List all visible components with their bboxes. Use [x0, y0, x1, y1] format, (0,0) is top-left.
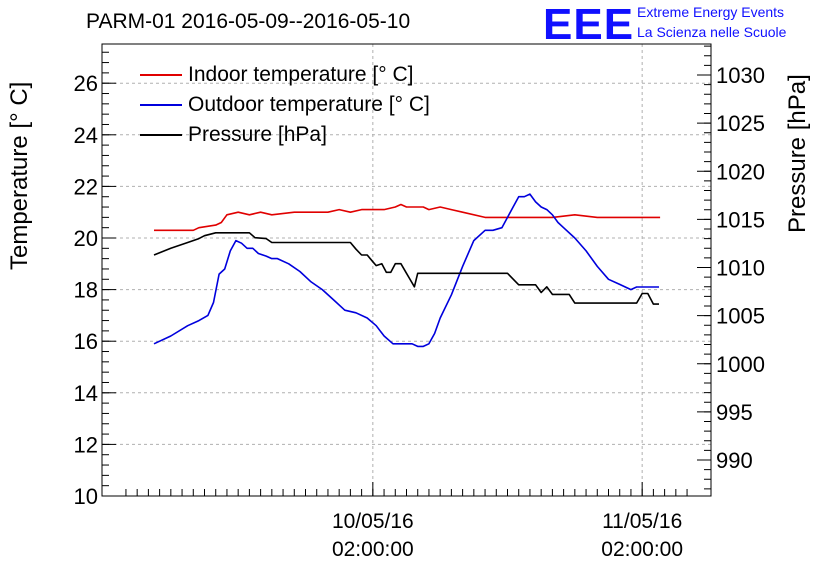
y-axis-left-label: Temperature [° C] [6, 81, 33, 270]
chart-axes: 10 12 14 16 18 20 22 24 26 990 995 1000 1005 1010 1015… [74, 43, 765, 561]
y-right-tick-label: 1015 [716, 207, 765, 232]
legend-entry-outdoor: Outdoor temperature [° C] [140, 90, 430, 120]
chart-title: PARM-01 2016-05-09--2016-05-10 [86, 10, 411, 33]
legend-swatch-pressure [140, 134, 182, 136]
y-left-tick-label: 24 [74, 123, 98, 148]
y-left-tick-label: 14 [74, 381, 98, 406]
legend-label-pressure: Pressure [hPa] [188, 123, 327, 146]
legend-swatch-indoor [140, 74, 182, 76]
legend-entry-pressure: Pressure [hPa] [140, 120, 430, 150]
y-right-tick-label: 1000 [716, 352, 765, 377]
legend: Indoor temperature [° C] Outdoor tempera… [140, 60, 430, 150]
chart-series [153, 193, 661, 348]
y-left-tick-label: 18 [74, 278, 98, 303]
y-left-tick-label: 26 [74, 71, 98, 96]
legend-entry-indoor: Indoor temperature [° C] [140, 60, 430, 90]
legend-label-outdoor: Outdoor temperature [° C] [188, 93, 430, 116]
y-right-tick-label: 1005 [716, 304, 765, 329]
y-right-tick-label: 995 [716, 400, 753, 425]
y-left-tick-label: 12 [74, 432, 98, 457]
y-left-tick-label: 10 [74, 484, 98, 509]
logo-caption-line2: La Scienza nelle Scuole [637, 24, 787, 40]
y-left-tick-label: 16 [74, 329, 98, 354]
series-line-pressure [153, 232, 659, 305]
y-right-tick-label: 1030 [716, 63, 765, 88]
x-tick-label-date: 11/05/16 [602, 510, 682, 533]
y-right-tick-label: 1020 [716, 159, 765, 184]
y-right-tick-label: 990 [716, 448, 753, 473]
logo-caption-line1: Extreme Energy Events [637, 4, 785, 20]
series-line-outdoor [153, 193, 659, 348]
x-tick-label-time: 02:00:00 [332, 538, 414, 561]
y-right-tick-label: 1025 [716, 111, 765, 136]
x-tick-label-time: 02:00:00 [601, 538, 683, 561]
series-line-indoor [154, 203, 661, 232]
x-tick-label-date: 10/05/16 [332, 510, 414, 533]
y-axis-right-label: Pressure [hPa] [784, 74, 811, 233]
legend-label-indoor: Indoor temperature [° C] [188, 63, 414, 86]
eee-logo: EEE [543, 0, 635, 49]
y-left-tick-label: 22 [74, 174, 98, 199]
y-left-tick-label: 20 [74, 226, 98, 251]
legend-swatch-outdoor [140, 104, 182, 106]
y-right-tick-label: 1010 [716, 256, 765, 281]
